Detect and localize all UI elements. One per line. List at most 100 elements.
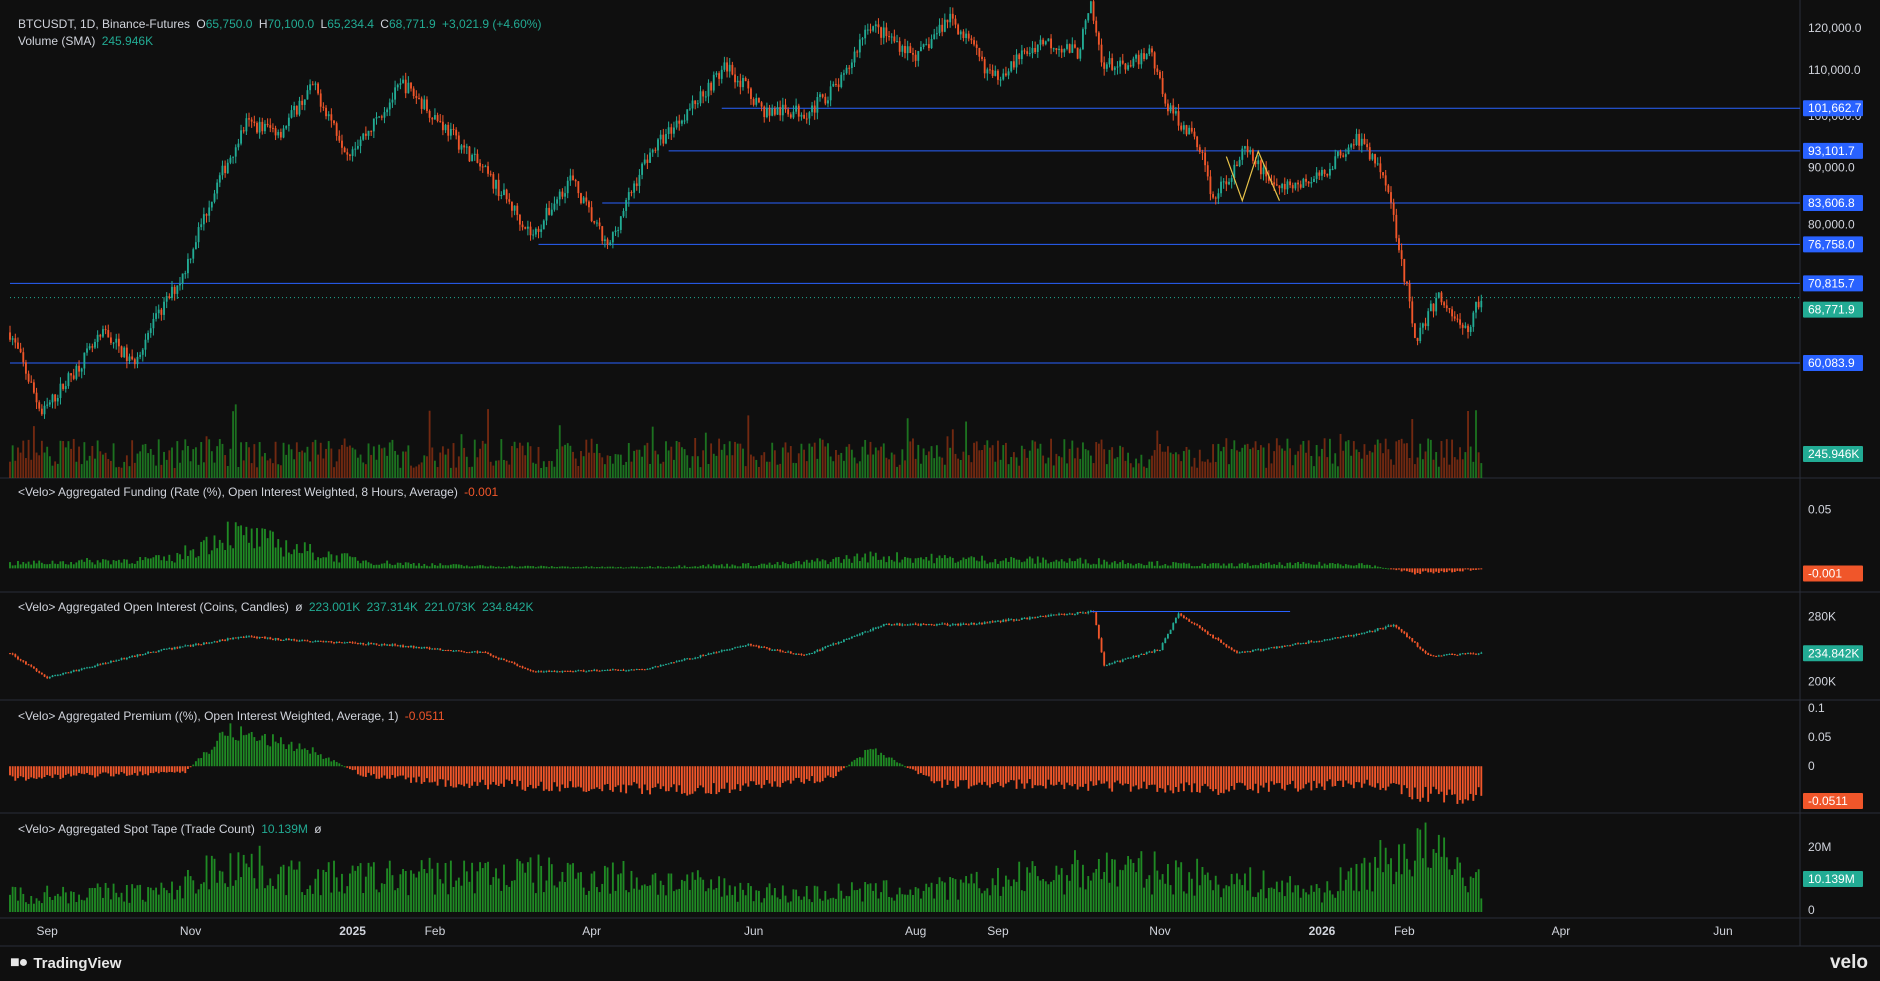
price-candle [418,98,420,100]
oi-candle [1265,648,1268,650]
spot-bar [1196,858,1199,912]
premium-bar [925,766,928,776]
volume-bar [715,455,718,478]
volume-bar [779,463,782,478]
price-candle [691,100,694,109]
funding-bar [9,562,11,569]
funding-bar [872,556,875,569]
oi-candle [1071,613,1074,615]
premium-bar [1095,766,1098,786]
premium-bar [622,766,625,785]
funding-bar [1105,561,1108,569]
oi-candle [1360,633,1363,635]
funding-bar [1092,563,1095,569]
spot-bar [1461,877,1464,912]
price-candle [537,228,540,232]
price-candle [213,193,216,202]
volume-bar [1119,445,1122,478]
oi-candle [1262,649,1265,651]
price-candle [925,44,928,46]
volume-bar [1113,458,1116,478]
spot-bar [898,887,901,912]
tradingview-logo[interactable]: ■● TradingView [10,954,121,972]
volume-bar [946,436,949,478]
funding-bar [1366,564,1369,569]
oi-candle [32,666,35,669]
price-candle [904,46,906,54]
oi-candle [1392,624,1395,627]
price-axis[interactable]: 120,000.0110,000.0100,000.090,000.080,00… [1803,21,1863,917]
volume-bar [179,462,181,478]
oi-candle [1326,639,1329,641]
volume-bar [853,457,856,478]
spot-bar [1201,866,1204,912]
price-candle [303,99,306,105]
spot-bar [181,898,184,912]
premium-bar [872,749,875,767]
premium-bar [856,758,859,767]
oi-candle [1164,638,1167,644]
funding-bar [1222,563,1225,569]
volume-bar [256,467,258,478]
funding-bar [726,563,728,569]
spot-title[interactable]: <Velo> Aggregated Spot Tape (Trade Count… [18,822,255,836]
oi-candle [585,671,588,673]
time-axis[interactable]: Sep Nov 2025 Feb Apr Jun Aug Sep Nov 2026 Feb Apr Ju… [37,924,1733,938]
symbol-label[interactable]: BTCUSDT, 1D, Binance-Futures [18,17,191,31]
price-candle [654,149,657,151]
funding-bar [601,566,604,569]
price-candle [1411,301,1414,324]
volume-bar [431,447,434,478]
spot-bar [460,885,463,912]
price-candle [221,165,224,176]
premium-bar [38,766,41,778]
funding-bar [1475,568,1477,570]
funding-bar [349,556,351,569]
premium-bar [728,766,731,793]
funding-title[interactable]: <Velo> Aggregated Funding (Rate (%), Ope… [18,485,458,499]
spot-bar [51,899,54,912]
spot-bar [566,862,569,912]
price-candle [511,201,513,211]
premium-bar [954,766,957,789]
premium-bar [407,766,410,778]
spot-bar [62,886,65,912]
funding-bar [139,556,142,569]
funding-bar [1270,564,1273,569]
volume-bar [346,446,349,478]
volume-bar [1164,451,1167,478]
oi-candle [351,642,354,644]
premium-title[interactable]: <Velo> Aggregated Premium ((%), Open Int… [18,709,399,723]
volume-bar [362,462,365,478]
premium-bar [752,766,755,782]
spot-bar [229,853,232,912]
oi-candle [1445,654,1448,656]
volume-bar [686,455,689,478]
funding-bar [367,562,370,569]
oi-title[interactable]: <Velo> Aggregated Open Interest (Coins, … [18,600,289,614]
premium-bar [1344,766,1347,781]
volume-bar [444,454,447,478]
volume-bar [383,447,386,478]
spot-bar [1453,869,1456,912]
price-candle [165,296,168,302]
volume-title[interactable]: Volume (SMA) [18,34,96,48]
spot-bar [46,885,49,912]
volume-bar [997,440,999,478]
price-candle [1066,44,1068,49]
premium-bar [521,766,524,790]
oi-candle [452,650,455,652]
funding-bar [1127,562,1130,569]
velo-logo[interactable]: velo [1829,952,1868,973]
spot-bar [1331,894,1334,912]
oi-candle [845,638,848,640]
volume-bar [1071,440,1074,478]
premium-bar [1469,766,1472,794]
volume-bar [1326,457,1329,478]
spot-bar [1403,843,1406,912]
premium-bar [171,766,173,773]
volume-bar [465,456,468,478]
premium-bar [776,766,779,787]
spot-bar [1432,849,1435,912]
